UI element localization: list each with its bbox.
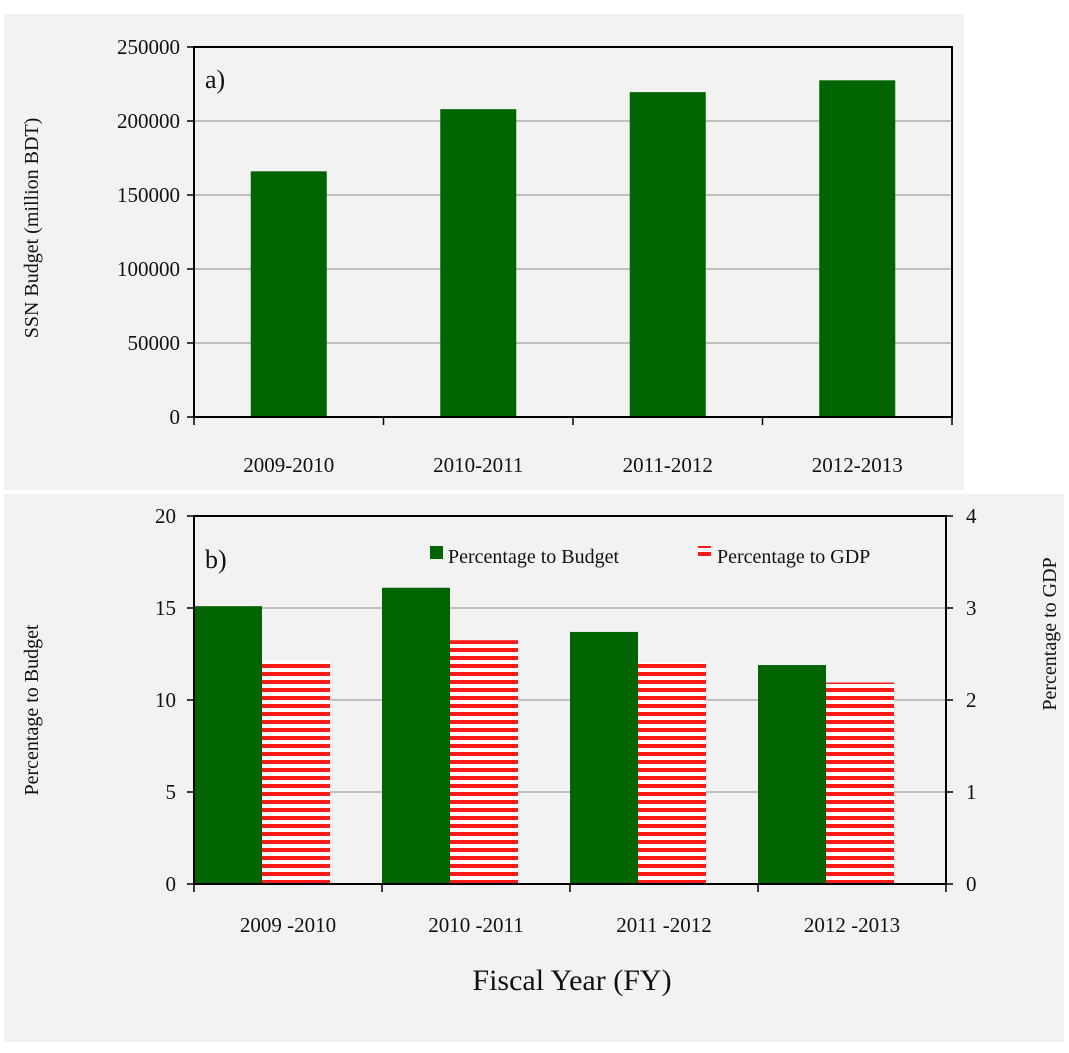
panel-a-category-label: 2011-2012	[623, 453, 713, 477]
panel-b-background	[4, 494, 1064, 1042]
panel-b-right-tick-label: 0	[966, 872, 977, 896]
panel-a-category-label: 2009-2010	[243, 453, 334, 477]
legend-label-gdp: Percentage to GDP	[717, 546, 870, 568]
panel-b-bar-gdp	[450, 640, 518, 884]
panel-b-bar-budget	[758, 665, 826, 884]
panel-b-left-axis-title: Percentage to Budget	[21, 624, 43, 795]
panel-a-bars	[250, 80, 896, 418]
panel-a-y-axis-title: SSN Budget (million BDT)	[21, 118, 43, 339]
panel-b-left-tick-label: 10	[155, 688, 176, 712]
panel-b-right-tick-label: 3	[966, 596, 977, 620]
panel-a-y-tick-labels: 0 50000 100000 150000 200000 250000	[117, 35, 180, 429]
panel-b-category-label: 2010 -2011	[428, 913, 523, 937]
panel-b-left-tick-label: 0	[166, 872, 177, 896]
panel-b-right-tick-label: 1	[966, 780, 977, 804]
panel-a-y-tick-label: 50000	[128, 331, 181, 355]
panel-b-category-label: 2011 -2012	[616, 913, 711, 937]
panel-a-y-tick-label: 0	[170, 405, 181, 429]
panel-b-category-label: 2012 -2013	[804, 913, 900, 937]
panel-a-bar	[629, 92, 706, 417]
panel-b-left-tick-label: 15	[155, 596, 176, 620]
panel-b-bar-budget	[570, 631, 638, 884]
panel-b-category-labels: 2009 -2010 2010 -2011 2011 -2012 2012 -2013	[240, 913, 900, 937]
panel-a-label: a)	[205, 65, 225, 94]
panel-a-y-tick-label: 100000	[117, 257, 180, 281]
panel-a-y-tick-label: 150000	[117, 183, 180, 207]
panel-a-category-labels: 2009-2010 2010-2011 2011-2012 2012-2013	[243, 453, 903, 477]
panel-b-right-tick-label: 4	[966, 504, 977, 528]
panel-b-bar-budget	[382, 587, 450, 884]
panel-b-axes	[187, 515, 953, 892]
panel-b-bar-gdp	[638, 662, 706, 884]
panel-b-left-tick-label: 5	[166, 780, 177, 804]
legend-label-budget: Percentage to Budget	[448, 546, 619, 568]
panel-b-label: b)	[205, 545, 227, 574]
panel-b-right-tick-labels: 0 1 2 3 4	[966, 504, 977, 896]
panel-a-y-tick-label: 250000	[117, 35, 180, 59]
panel-b-right-tick-label: 2	[966, 688, 977, 712]
panel-a-bar	[250, 171, 327, 417]
legend-swatch-gdp	[698, 546, 711, 560]
panel-a-category-label: 2010-2011	[433, 453, 523, 477]
panel-a-y-tick-label: 200000	[117, 109, 180, 133]
panel-a-bar	[440, 109, 517, 417]
panel-b-bar-budget	[194, 606, 262, 884]
panel-b-bars	[194, 587, 894, 884]
panel-b-left-tick-label: 20	[155, 504, 176, 528]
panel-b-right-axis-title: Percentage to GDP	[1039, 557, 1061, 710]
legend-swatch-budget	[430, 546, 443, 559]
panel-b-left-tick-labels: 0 5 10 15 20	[155, 504, 176, 896]
panel-a-axes	[187, 46, 953, 425]
panel-a-category-label: 2012-2013	[812, 453, 903, 477]
x-axis-title: Fiscal Year (FY)	[472, 964, 671, 997]
panel-b-bar-gdp	[826, 682, 894, 884]
panel-b-legend: Percentage to Budget Percentage to GDP	[430, 546, 870, 568]
panel-b-category-label: 2009 -2010	[240, 913, 336, 937]
panel-b-bar-gdp	[262, 660, 330, 884]
panel-a-bar	[819, 80, 896, 418]
